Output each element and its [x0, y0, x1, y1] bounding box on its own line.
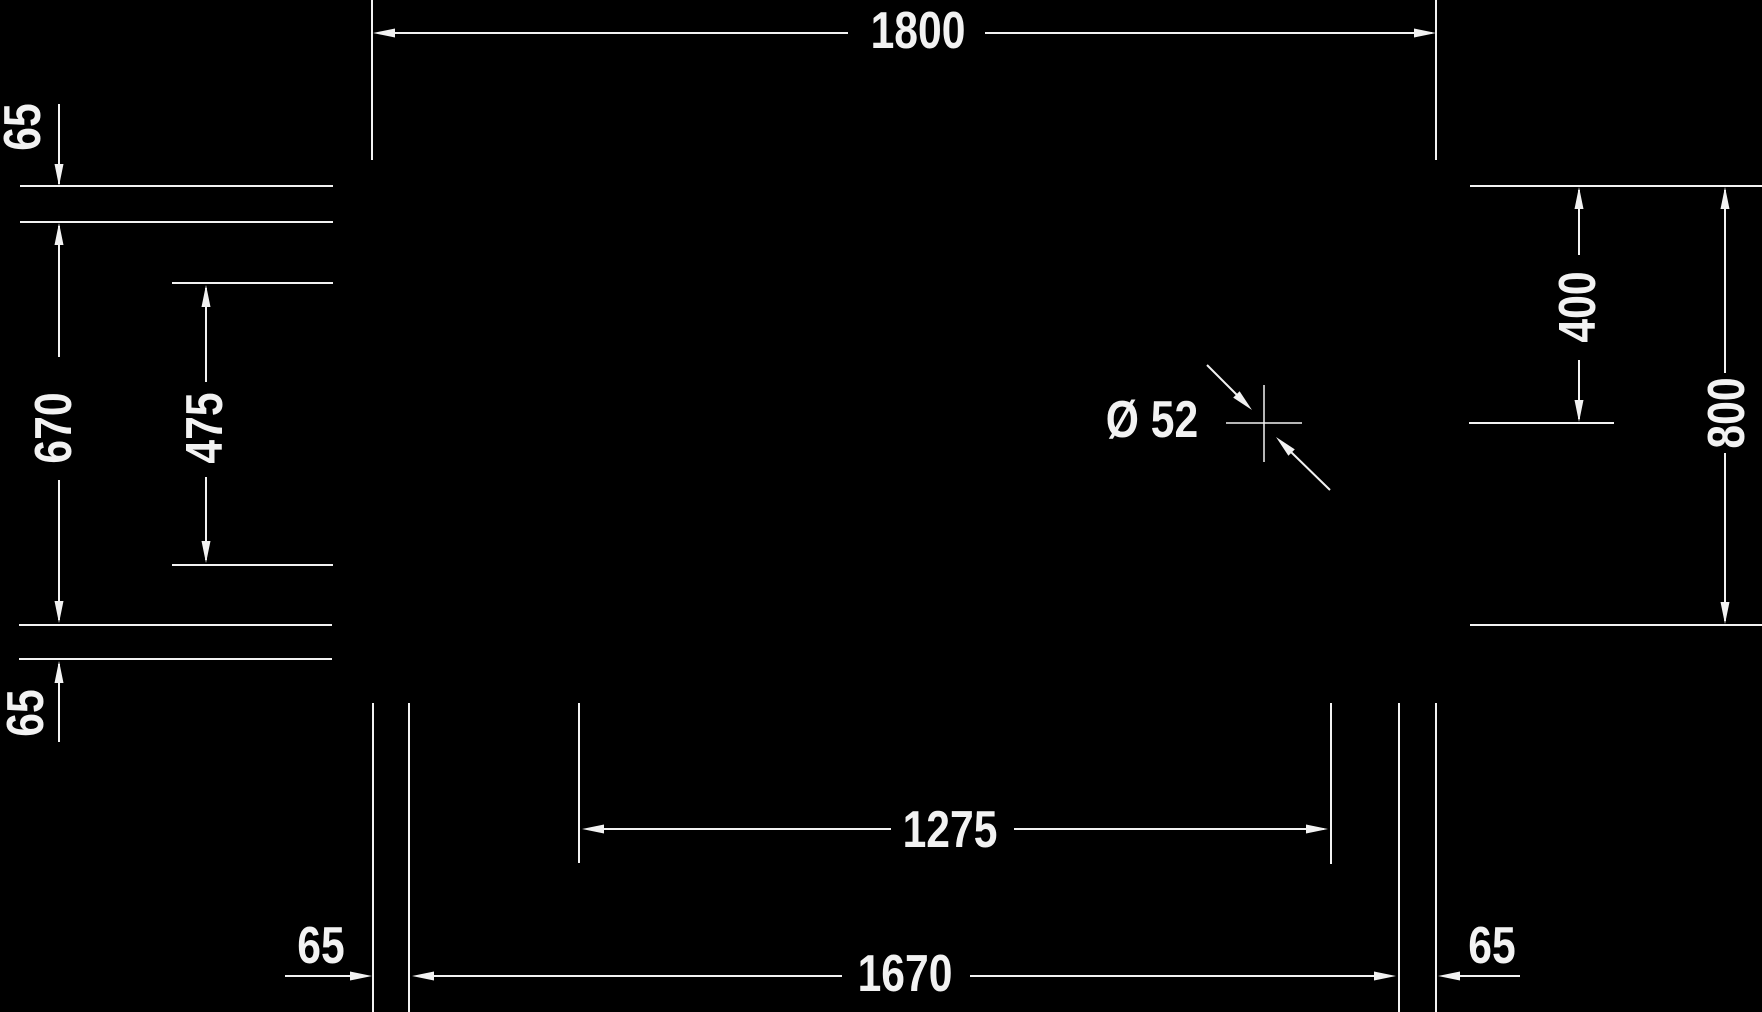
- arrowhead-down: [1720, 602, 1730, 624]
- arrowhead-right: [350, 971, 372, 981]
- arrowhead-left: [373, 28, 395, 38]
- dim-label-475: 475: [176, 392, 234, 463]
- dimension-1670: 1670: [412, 945, 1396, 1003]
- dimension-475: 475: [176, 285, 234, 563]
- dim-label-overall-width: 800: [1698, 377, 1756, 448]
- dim-label-drain-diameter: Ø 52: [1106, 391, 1198, 449]
- arrowhead-up: [54, 223, 64, 245]
- arrowhead-down: [54, 601, 64, 623]
- dim-label-overall-length: 1800: [871, 2, 966, 60]
- dim-label-65-bottom-left: 65: [297, 917, 344, 975]
- drain-leader-nw-arrowhead: [1233, 391, 1252, 410]
- arrowhead-up: [201, 285, 211, 307]
- arrowhead-right: [1306, 824, 1328, 834]
- drain-leader-se: [1289, 450, 1331, 491]
- drain-leader-nw: [1206, 364, 1239, 397]
- dim-label-top-left-offset: 65: [0, 103, 52, 150]
- drain-leader-se-arrowhead: [1276, 437, 1295, 456]
- dim-label-1670: 1670: [858, 945, 953, 1003]
- arrowhead-left: [1438, 971, 1460, 981]
- dimension-bottom-left-rim-offset: 65: [0, 661, 64, 742]
- dimension-400: 400: [1549, 187, 1607, 422]
- right-edge-reference-lines: [1469, 185, 1762, 626]
- dim-label-670: 670: [25, 392, 83, 463]
- dimension-670: 670: [25, 223, 83, 623]
- dim-label-65-bottom-right: 65: [1468, 917, 1515, 975]
- arrowhead-down: [54, 164, 64, 186]
- arrowhead-left: [412, 971, 434, 981]
- arrowhead-right: [1374, 971, 1396, 981]
- dim-label-bottom-left-rim-offset: 65: [0, 689, 55, 736]
- arrowhead-right: [1414, 28, 1436, 38]
- dim-label-400: 400: [1549, 271, 1607, 342]
- arrowhead-up: [1720, 187, 1730, 209]
- dimension-top-left-offset: 65: [0, 103, 64, 186]
- arrowhead-down: [1574, 400, 1584, 422]
- dimension-65-bottom-left: 65: [285, 917, 372, 981]
- dimension-65-bottom-right: 65: [1438, 917, 1520, 981]
- dimension-overall-length: 1800: [371, 0, 1437, 160]
- drain-marker: Ø 52: [1106, 364, 1331, 491]
- dimension-1275: 1275: [582, 801, 1328, 859]
- arrowhead-left: [582, 824, 604, 834]
- left-rim-reference-lines: [19, 185, 333, 660]
- arrowhead-up: [1574, 187, 1584, 209]
- dim-label-1275: 1275: [903, 801, 998, 859]
- arrowhead-up: [54, 661, 64, 683]
- base-projection-lines: [372, 703, 1437, 1012]
- arrowhead-down: [201, 541, 211, 563]
- dimension-overall-width: 800: [1698, 187, 1756, 624]
